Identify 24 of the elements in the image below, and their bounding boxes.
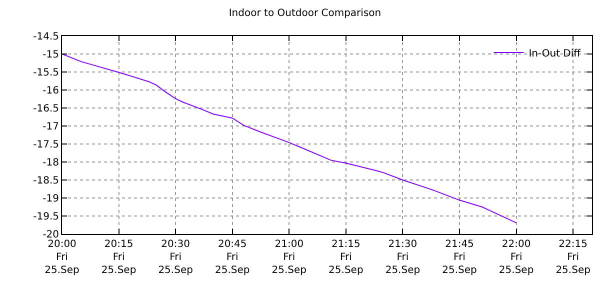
y-tick-label: -15.5 bbox=[33, 68, 59, 78]
x-tick-label: 20:00 Fri 25.Sep bbox=[44, 239, 80, 276]
x-tick-label: 20:45 Fri 25.Sep bbox=[214, 239, 250, 276]
y-tick-label: -18 bbox=[42, 158, 59, 168]
y-tick-label: -18.5 bbox=[33, 176, 59, 186]
x-tick-label: 20:15 Fri 25.Sep bbox=[101, 239, 136, 276]
legend-label: In-Out Diff bbox=[528, 48, 582, 60]
y-tick-label: -17 bbox=[42, 122, 59, 132]
y-tick-label: -19.5 bbox=[33, 212, 59, 222]
y-tick-label: -14.5 bbox=[33, 32, 59, 42]
x-tick-label: 22:00 Fri 25.Sep bbox=[498, 239, 534, 276]
y-tick-label: -17.5 bbox=[33, 140, 59, 150]
y-tick-label: -19 bbox=[42, 194, 59, 204]
x-tick-label: 21:15 Fri 25.Sep bbox=[328, 239, 364, 276]
x-tick-label: 20:30 Fri 25.Sep bbox=[158, 239, 193, 276]
x-tick-label: 21:45 Fri 25.Sep bbox=[442, 239, 477, 276]
y-tick-label: -16 bbox=[42, 86, 59, 96]
y-tick-label: -20 bbox=[42, 230, 59, 240]
x-tick-label: 21:30 Fri 25.Sep bbox=[385, 239, 420, 276]
chart-title: Indoor to Outdoor Comparison bbox=[228, 8, 382, 19]
x-tick-label: 22:15 Fri 25.Sep bbox=[556, 239, 590, 276]
y-tick-label: -16.5 bbox=[33, 104, 59, 114]
y-tick-label: -15 bbox=[42, 50, 59, 60]
x-tick-label: 21:00 Fri 25.Sep bbox=[272, 239, 307, 276]
